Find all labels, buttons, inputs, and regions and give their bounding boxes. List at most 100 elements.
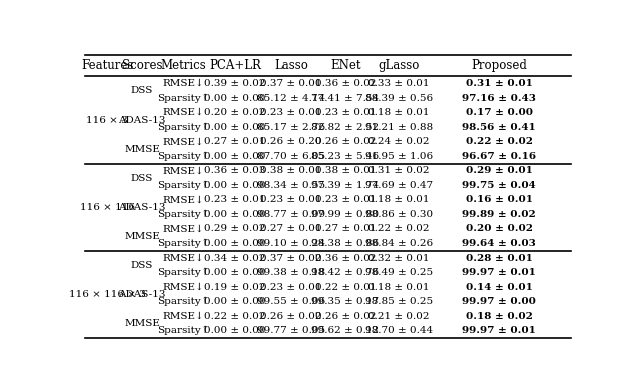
Text: 0.38 ± 0.01: 0.38 ± 0.01 [260, 166, 321, 175]
Text: DSS: DSS [131, 174, 153, 182]
Text: 116 × 3: 116 × 3 [86, 116, 128, 124]
Text: 0.37 ± 0.02: 0.37 ± 0.02 [260, 253, 321, 263]
Text: Sparsity↑: Sparsity↑ [157, 152, 209, 161]
Text: ENet: ENet [330, 59, 360, 72]
Text: 98.85 ± 0.25: 98.85 ± 0.25 [365, 297, 433, 306]
Text: 0.27 ± 0.01: 0.27 ± 0.01 [315, 224, 376, 233]
Text: 0.27 ± 0.01: 0.27 ± 0.01 [260, 224, 321, 233]
Text: 0.00 ± 0.00: 0.00 ± 0.00 [205, 181, 266, 190]
Text: 0.00 ± 0.00: 0.00 ± 0.00 [205, 326, 266, 335]
Text: 116 × 116: 116 × 116 [80, 203, 135, 212]
Text: 99.55 ± 0.06: 99.55 ± 0.06 [257, 297, 325, 306]
Text: 0.39 ± 0.02: 0.39 ± 0.02 [205, 79, 266, 88]
Text: Sparsity↑: Sparsity↑ [157, 210, 209, 219]
Text: 0.26 ± 0.02: 0.26 ± 0.02 [260, 311, 321, 321]
Text: DSS: DSS [131, 261, 153, 270]
Text: RMSE↓: RMSE↓ [163, 253, 204, 263]
Text: 0.00 ± 0.00: 0.00 ± 0.00 [205, 210, 266, 219]
Text: 0.00 ± 0.00: 0.00 ± 0.00 [205, 94, 266, 103]
Text: Sparsity↑: Sparsity↑ [157, 268, 209, 277]
Text: 116 × 116 × 3: 116 × 116 × 3 [69, 290, 146, 299]
Text: MMSE: MMSE [124, 232, 160, 241]
Text: 0.00 ± 0.00: 0.00 ± 0.00 [205, 297, 266, 306]
Text: 85.12 ± 4.14: 85.12 ± 4.14 [257, 94, 325, 103]
Text: 97.16 ± 0.43: 97.16 ± 0.43 [462, 94, 536, 103]
Text: 0.14 ± 0.01: 0.14 ± 0.01 [466, 283, 532, 291]
Text: 98.49 ± 0.25: 98.49 ± 0.25 [365, 268, 433, 277]
Text: 0.27 ± 0.01: 0.27 ± 0.01 [205, 137, 266, 146]
Text: 91.21 ± 0.88: 91.21 ± 0.88 [365, 123, 433, 132]
Text: RMSE↓: RMSE↓ [163, 283, 204, 291]
Text: ADAS-13: ADAS-13 [118, 290, 166, 299]
Text: 0.23 ± 0.01: 0.23 ± 0.01 [315, 108, 376, 117]
Text: 98.70 ± 0.44: 98.70 ± 0.44 [365, 326, 433, 335]
Text: 99.75 ± 0.04: 99.75 ± 0.04 [462, 181, 536, 190]
Text: Scores: Scores [122, 59, 163, 72]
Text: 0.19 ± 0.02: 0.19 ± 0.02 [205, 283, 266, 291]
Text: 0.20 ± 0.02: 0.20 ± 0.02 [466, 224, 532, 233]
Text: 85.23 ± 5.46: 85.23 ± 5.46 [311, 152, 380, 161]
Text: 0.00 ± 0.00: 0.00 ± 0.00 [205, 268, 266, 277]
Text: 0.29 ± 0.01: 0.29 ± 0.01 [466, 166, 532, 175]
Text: Sparsity↑: Sparsity↑ [157, 94, 209, 103]
Text: 97.99 ± 0.80: 97.99 ± 0.80 [311, 210, 380, 219]
Text: 99.35 ± 0.17: 99.35 ± 0.17 [311, 297, 380, 306]
Text: 99.64 ± 0.03: 99.64 ± 0.03 [462, 239, 536, 248]
Text: MMSE: MMSE [124, 145, 160, 154]
Text: 99.10 ± 0.24: 99.10 ± 0.24 [257, 239, 325, 248]
Text: 97.69 ± 0.47: 97.69 ± 0.47 [365, 181, 433, 190]
Text: 0.23 ± 0.01: 0.23 ± 0.01 [260, 108, 321, 117]
Text: RMSE↓: RMSE↓ [163, 166, 204, 175]
Text: Sparsity↑: Sparsity↑ [157, 239, 209, 248]
Text: 98.42 ± 0.76: 98.42 ± 0.76 [311, 268, 380, 277]
Text: ADAS-13: ADAS-13 [118, 203, 166, 212]
Text: 96.67 ± 0.16: 96.67 ± 0.16 [462, 152, 536, 161]
Text: RMSE↓: RMSE↓ [163, 311, 204, 321]
Text: Metrics: Metrics [160, 59, 206, 72]
Text: gLasso: gLasso [378, 59, 420, 72]
Text: 99.38 ± 0.18: 99.38 ± 0.18 [257, 268, 325, 277]
Text: 99.97 ± 0.01: 99.97 ± 0.01 [462, 268, 536, 277]
Text: 82.82 ± 2.52: 82.82 ± 2.52 [311, 123, 380, 132]
Text: 0.23 ± 0.01: 0.23 ± 0.01 [260, 196, 321, 204]
Text: 98.77 ± 0.09: 98.77 ± 0.09 [257, 210, 325, 219]
Text: 0.36 ± 0.03: 0.36 ± 0.03 [205, 166, 266, 175]
Text: 0.20 ± 0.02: 0.20 ± 0.02 [205, 108, 266, 117]
Text: 0.23 ± 0.01: 0.23 ± 0.01 [260, 283, 321, 291]
Text: 91.95 ± 1.06: 91.95 ± 1.06 [365, 152, 433, 161]
Text: 0.31 ± 0.02: 0.31 ± 0.02 [368, 166, 429, 175]
Text: 0.23 ± 0.01: 0.23 ± 0.01 [205, 196, 266, 204]
Text: Features: Features [81, 59, 134, 72]
Text: 0.22 ± 0.01: 0.22 ± 0.01 [315, 283, 376, 291]
Text: 0.26 ± 0.20: 0.26 ± 0.20 [260, 137, 321, 146]
Text: Sparsity↑: Sparsity↑ [157, 326, 209, 335]
Text: 0.26 ± 0.02: 0.26 ± 0.02 [315, 137, 376, 146]
Text: 0.28 ± 0.01: 0.28 ± 0.01 [466, 253, 532, 263]
Text: ADAS-13: ADAS-13 [118, 116, 166, 124]
Text: 0.31 ± 0.01: 0.31 ± 0.01 [466, 79, 532, 88]
Text: 0.18 ± 0.02: 0.18 ± 0.02 [466, 311, 532, 321]
Text: 98.84 ± 0.26: 98.84 ± 0.26 [365, 239, 433, 248]
Text: 0.00 ± 0.00: 0.00 ± 0.00 [205, 152, 266, 161]
Text: 97.39 ± 1.74: 97.39 ± 1.74 [311, 181, 380, 190]
Text: 98.38 ± 0.86: 98.38 ± 0.86 [311, 239, 380, 248]
Text: RMSE↓: RMSE↓ [163, 108, 204, 117]
Text: 0.34 ± 0.02: 0.34 ± 0.02 [205, 253, 266, 263]
Text: 0.16 ± 0.01: 0.16 ± 0.01 [466, 196, 532, 204]
Text: 0.22 ± 0.02: 0.22 ± 0.02 [205, 311, 266, 321]
Text: 0.18 ± 0.01: 0.18 ± 0.01 [368, 108, 429, 117]
Text: 0.23 ± 0.01: 0.23 ± 0.01 [315, 196, 376, 204]
Text: 98.34 ± 0.55: 98.34 ± 0.55 [257, 181, 325, 190]
Text: 99.97 ± 0.00: 99.97 ± 0.00 [462, 297, 536, 306]
Text: 0.18 ± 0.01: 0.18 ± 0.01 [368, 196, 429, 204]
Text: 98.86 ± 0.30: 98.86 ± 0.30 [365, 210, 433, 219]
Text: 0.33 ± 0.01: 0.33 ± 0.01 [368, 79, 429, 88]
Text: RMSE↓: RMSE↓ [163, 196, 204, 204]
Text: Sparsity↑: Sparsity↑ [157, 181, 209, 190]
Text: Lasso: Lasso [274, 59, 308, 72]
Text: RMSE↓: RMSE↓ [163, 79, 204, 88]
Text: 99.89 ± 0.02: 99.89 ± 0.02 [462, 210, 536, 219]
Text: MMSE: MMSE [124, 319, 160, 328]
Text: 0.17 ± 0.00: 0.17 ± 0.00 [466, 108, 532, 117]
Text: 0.32 ± 0.01: 0.32 ± 0.01 [368, 253, 429, 263]
